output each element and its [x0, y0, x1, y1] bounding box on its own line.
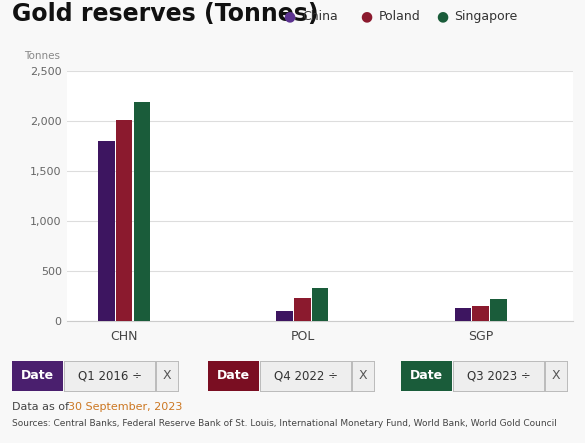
- Bar: [98, 141, 115, 321]
- Bar: [473, 306, 489, 321]
- Text: Date: Date: [410, 369, 443, 382]
- Text: ●: ●: [436, 10, 448, 24]
- Text: Tonnes: Tonnes: [24, 51, 60, 61]
- Bar: [490, 299, 507, 321]
- Bar: [116, 120, 132, 321]
- Bar: [455, 308, 471, 321]
- Text: Data as of: Data as of: [12, 402, 72, 412]
- Text: Q1 2016 ÷: Q1 2016 ÷: [78, 369, 142, 382]
- Text: X: X: [163, 369, 171, 382]
- Text: Q3 2023 ÷: Q3 2023 ÷: [467, 369, 531, 382]
- Text: Gold reserves (Tonnes): Gold reserves (Tonnes): [12, 2, 318, 26]
- Text: Date: Date: [217, 369, 250, 382]
- Text: Poland: Poland: [378, 10, 420, 23]
- Text: X: X: [552, 369, 560, 382]
- Bar: [312, 288, 329, 321]
- Text: ●: ●: [360, 10, 372, 24]
- Bar: [134, 102, 150, 321]
- Bar: [294, 298, 311, 321]
- Text: Singapore: Singapore: [455, 10, 518, 23]
- Text: X: X: [359, 369, 367, 382]
- Text: Date: Date: [21, 369, 54, 382]
- Text: Q4 2022 ÷: Q4 2022 ÷: [274, 369, 338, 382]
- Text: 30 September, 2023: 30 September, 2023: [68, 402, 183, 412]
- Text: ●: ●: [284, 10, 296, 24]
- Text: China: China: [302, 10, 338, 23]
- Bar: [277, 311, 293, 321]
- Text: Sources: Central Banks, Federal Reserve Bank of St. Louis, International Monetar: Sources: Central Banks, Federal Reserve …: [12, 419, 556, 427]
